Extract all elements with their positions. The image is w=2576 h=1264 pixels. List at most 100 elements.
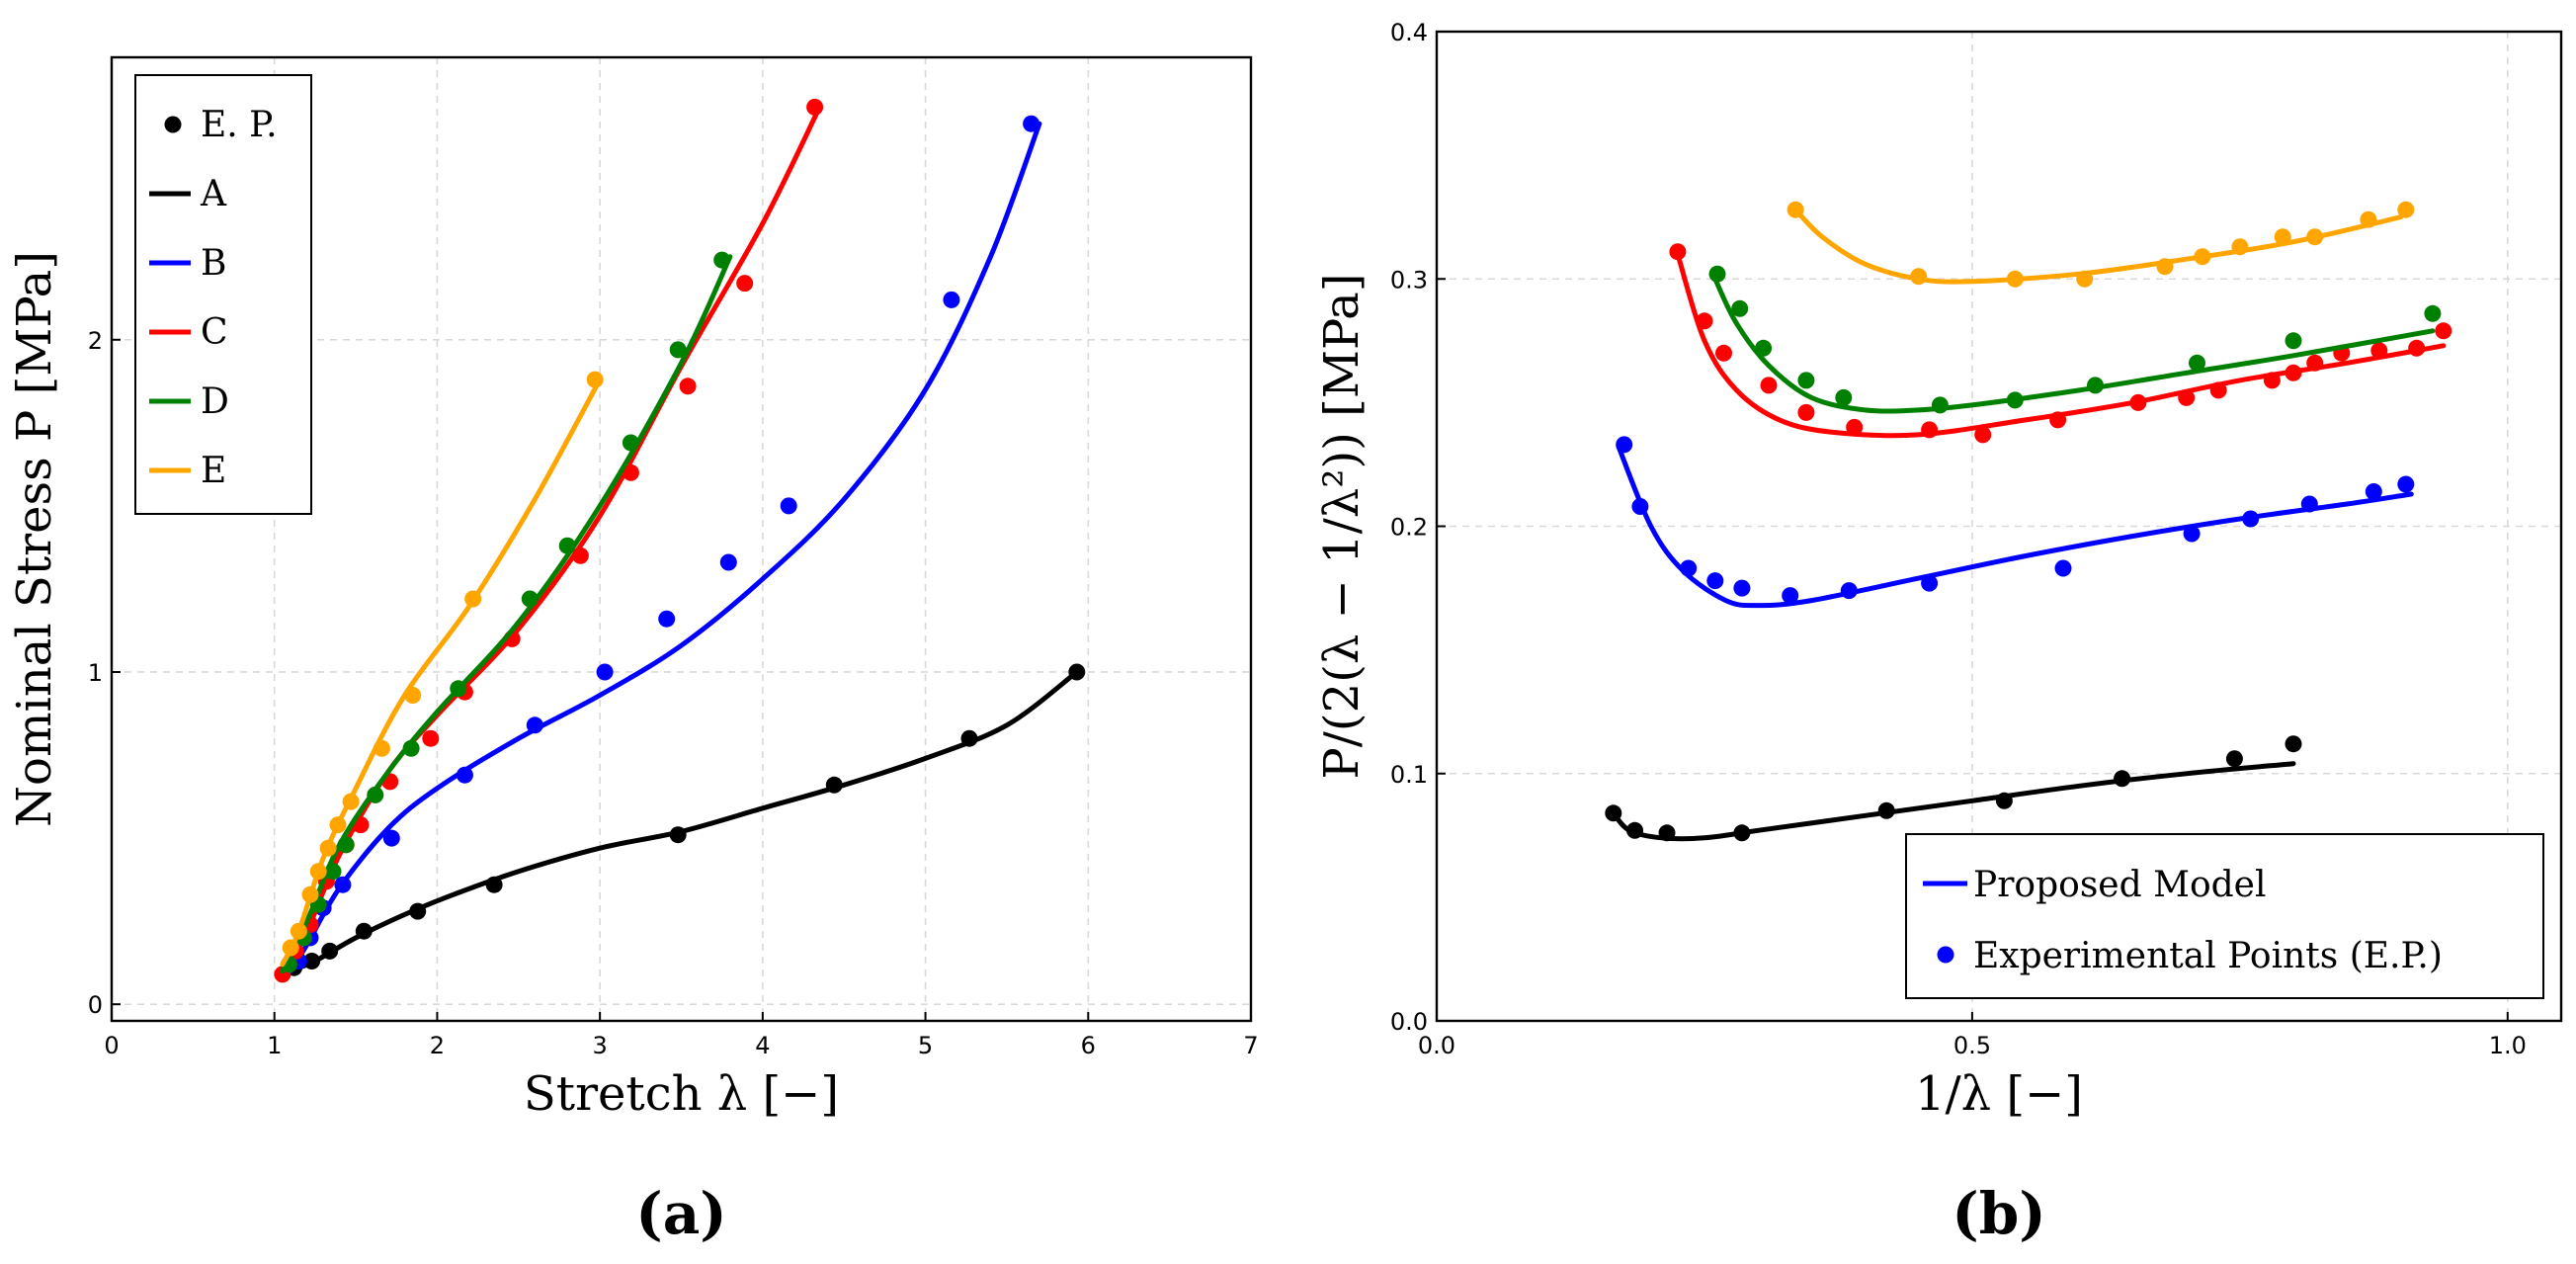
series-b <box>1605 201 2452 842</box>
legend-label: D <box>201 381 229 422</box>
data-point-e <box>282 939 299 957</box>
data-point-e <box>1787 201 1804 218</box>
data-point-a <box>1995 792 2013 809</box>
data-point-c <box>2209 381 2227 399</box>
x-tick-label: 2 <box>430 1032 445 1059</box>
y-tick-label: 0.0 <box>1390 1008 1428 1036</box>
legend-label: E. P. <box>201 105 278 145</box>
series-b <box>288 115 1042 974</box>
grid-a <box>112 57 1251 1021</box>
data-point-c <box>571 547 589 564</box>
data-point-d <box>2189 354 2205 372</box>
data-point-e <box>464 590 482 608</box>
series-a <box>286 663 1086 976</box>
data-point-d <box>1797 372 1815 389</box>
series-e <box>280 371 604 968</box>
data-point-b <box>1023 115 1040 132</box>
data-point-b <box>1706 572 1724 590</box>
x-tick-label: 0.5 <box>1953 1032 1991 1059</box>
data-point-e <box>373 739 390 757</box>
panel-a: 0 1 2 3 4 5 6 7 0 1 2 Stretch λ [−] Nominal Stress… <box>7 55 1259 1247</box>
series-a <box>274 98 1086 983</box>
data-point-b <box>1840 582 1858 600</box>
x-axis-label-a: Stretch λ [−] <box>524 1066 839 1122</box>
y-tick-label: 0.3 <box>1390 266 1428 294</box>
data-point-c <box>2263 372 2281 389</box>
data-point-e <box>2231 238 2249 256</box>
data-point-a <box>1733 824 1751 842</box>
data-point-a <box>303 953 321 969</box>
data-point-b <box>2365 483 2382 500</box>
data-point-e <box>329 816 347 834</box>
model-line-a <box>295 669 1080 970</box>
x-tick-label: 0.0 <box>1418 1032 1455 1059</box>
data-point-c <box>2408 339 2426 357</box>
data-point-b <box>596 663 614 681</box>
data-point-d <box>713 251 731 269</box>
legend-label: Proposed Model <box>1973 865 2267 905</box>
data-point-d <box>2285 332 2302 350</box>
data-point-e <box>2006 270 2024 288</box>
data-point-e <box>290 922 307 940</box>
series-c <box>1669 243 2452 444</box>
model-line-e <box>1792 207 2403 285</box>
x-tick-label: 1 <box>267 1032 282 1059</box>
data-point-c <box>736 275 754 293</box>
series-a <box>1605 735 2302 842</box>
series-d <box>1708 265 2442 414</box>
data-point-b <box>719 553 737 571</box>
legend-box-b <box>1905 833 2544 999</box>
data-point-a <box>485 876 503 893</box>
data-point-a <box>1626 821 1643 839</box>
series-e <box>1787 201 2415 288</box>
data-point-c <box>1715 344 1732 362</box>
data-point-c <box>1974 426 1992 444</box>
data-point-a <box>1658 824 1676 842</box>
data-point-a <box>1068 663 1086 681</box>
y-tick-label: 2 <box>88 327 103 355</box>
data-point-d <box>324 863 342 881</box>
data-point-a <box>825 776 843 794</box>
y-axis-label-b: P/(2(λ − 1/λ²)) [MPa] <box>1314 273 1370 779</box>
data-point-d <box>558 537 576 554</box>
data-point-a <box>669 826 687 844</box>
data-point-b <box>1782 587 1799 605</box>
y-tick-label: 1 <box>88 659 103 687</box>
data-point-d <box>2087 377 2104 394</box>
data-point-e <box>2306 228 2324 246</box>
data-point-d <box>622 434 639 452</box>
x-tick-label: 6 <box>1081 1032 1096 1059</box>
data-point-c <box>2049 411 2067 429</box>
data-point-d <box>1731 299 1749 317</box>
y-tick-label: 0.1 <box>1390 761 1428 789</box>
y-tick-label: 0.2 <box>1390 514 1428 542</box>
legend-label: B <box>201 243 226 284</box>
ticks-b: 0.0 0.5 1.0 0.0 0.1 0.2 0.3 0.4 <box>1390 19 2527 1059</box>
data-point-b <box>1733 579 1751 597</box>
model-line-c <box>1675 251 2447 439</box>
data-point-d <box>2006 391 2024 409</box>
data-point-a <box>321 942 339 960</box>
data-point-b <box>1616 436 1633 454</box>
data-point-b <box>943 291 960 308</box>
data-point-c <box>2370 342 2388 360</box>
x-tick-label: 1.0 <box>2489 1032 2527 1059</box>
data-point-c <box>622 463 639 481</box>
x-tick-label: 3 <box>593 1032 608 1059</box>
legend-label: Experimental Points (E.P.) <box>1973 936 2443 976</box>
model-line-d <box>1712 276 2436 414</box>
data-point-b <box>2054 559 2072 577</box>
x-tick-label: 7 <box>1243 1032 1258 1059</box>
data-point-e <box>2274 228 2291 246</box>
series-d <box>280 251 733 974</box>
data-point-c <box>2129 393 2147 411</box>
data-point-d <box>367 786 384 803</box>
data-point-b <box>456 766 473 784</box>
data-point-d <box>1931 396 1949 414</box>
x-tick-label: 0 <box>104 1032 119 1059</box>
data-point-e <box>2156 258 2174 276</box>
ticks-a: 0 1 2 3 4 5 6 7 0 1 2 <box>88 327 1259 1059</box>
data-point-a <box>2114 770 2131 788</box>
data-point-a <box>355 922 373 940</box>
